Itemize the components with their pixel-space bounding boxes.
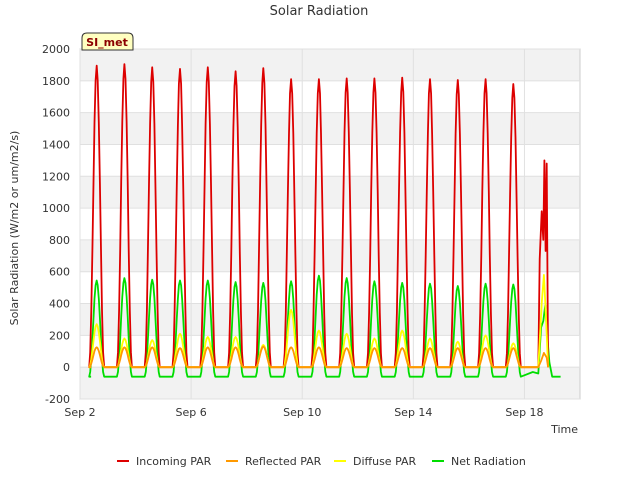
chart-title: Solar Radiation: [270, 4, 369, 19]
plot-band: [80, 176, 580, 209]
station-badge: SI_met: [81, 32, 134, 51]
station-badge-label: SI_met: [86, 36, 128, 49]
series-line-incoming-par: [88, 63, 549, 369]
x-axis-ticks: Sep 2 Sep 6 Sep 10 Sep 14 Sep 18: [64, 49, 544, 419]
plot-band: [80, 112, 580, 145]
y-tick-label: 1800: [42, 75, 70, 88]
x-tick-label: Sep 6: [175, 406, 206, 419]
x-tick-label: Sep 10: [283, 406, 321, 419]
legend: Incoming PAR Reflected PAR Diffuse PAR Net …: [117, 455, 526, 468]
x-axis-label: Time: [550, 423, 578, 436]
plot-bands: [80, 49, 580, 399]
x-tick-label: Sep 18: [505, 406, 543, 419]
y-axis-label: Solar Radiation (W/m2 or um/m2/s): [8, 131, 21, 326]
y-axis-ticks: -200 0 200 400 600 800 1000 1200 1400 1600 1800 200…: [42, 43, 580, 406]
y-tick-label: 0: [63, 361, 70, 374]
plot-band: [80, 239, 580, 272]
legend-label: Net Radiation: [451, 455, 526, 468]
y-tick-label: 1400: [42, 138, 70, 151]
plot-band: [80, 303, 580, 336]
x-tick-label: Sep 2: [64, 406, 95, 419]
legend-label: Diffuse PAR: [353, 455, 417, 468]
y-tick-label: 1200: [42, 170, 70, 183]
plot-band: [80, 49, 580, 81]
x-tick-label: Sep 14: [394, 406, 432, 419]
y-tick-label: 800: [49, 234, 70, 247]
y-tick-label: 600: [49, 266, 70, 279]
y-tick-label: -200: [45, 393, 70, 406]
legend-label: Reflected PAR: [245, 455, 322, 468]
y-tick-label: 2000: [42, 43, 70, 56]
y-tick-label: 200: [49, 329, 70, 342]
series-lines: [88, 63, 561, 378]
plot-band: [80, 367, 580, 399]
plot-background: [80, 49, 580, 399]
legend-label: Incoming PAR: [136, 455, 212, 468]
y-tick-label: 1600: [42, 107, 70, 120]
y-tick-label: 400: [49, 298, 70, 311]
series-line-reflected-par: [88, 345, 549, 369]
y-tick-label: 1000: [42, 202, 70, 215]
series-line-net-radiation: [88, 274, 561, 378]
